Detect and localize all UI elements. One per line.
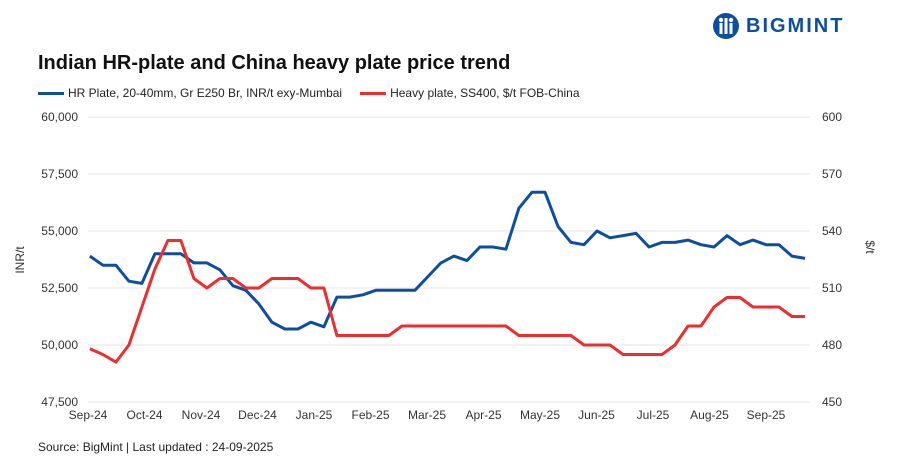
y-tick-label: 50,000 xyxy=(41,338,78,352)
legend-swatch xyxy=(360,92,387,96)
x-tick-label: Dec-24 xyxy=(238,408,277,422)
x-tick-label: Jun-25 xyxy=(578,408,615,422)
x-tick-label: Jul-25 xyxy=(637,408,670,422)
source-note: Source: BigMint | Last updated : 24-09-2… xyxy=(38,440,274,454)
legend-item-heavy-plate[interactable]: Heavy plate, SS400, $/t FOB-China xyxy=(360,86,580,100)
y2-tick-label: 570 xyxy=(822,167,842,181)
logo-icon xyxy=(713,13,739,39)
legend-label: Heavy plate, SS400, $/t FOB-China xyxy=(390,86,580,100)
y-tick-label: 52,500 xyxy=(41,281,78,295)
x-tick-label: Mar-25 xyxy=(408,408,446,422)
x-tick-label: Oct-24 xyxy=(126,408,162,422)
series-line-heavy-plate xyxy=(89,239,805,364)
y2-tick-label: 540 xyxy=(822,224,842,238)
chart-title: Indian HR-plate and China heavy plate pr… xyxy=(38,52,511,74)
logo-text: BIGMINT xyxy=(746,14,845,37)
y2-tick-label: 510 xyxy=(822,281,842,295)
y2-tick-label: 480 xyxy=(822,338,842,352)
y-tick-label: 57,500 xyxy=(41,167,78,181)
x-tick-label: Sep-24 xyxy=(69,408,108,422)
legend-swatch xyxy=(38,92,64,96)
y2-tick-label: 600 xyxy=(822,110,842,124)
x-tick-label: Apr-25 xyxy=(465,408,501,422)
y-tick-label: 55,000 xyxy=(41,224,78,238)
y2-axis-title: $/t xyxy=(863,240,877,254)
x-tick-label: Jan-25 xyxy=(296,408,333,422)
legend-label: HR Plate, 20-40mm, Gr E250 Br, INR/t exy… xyxy=(68,86,343,100)
x-tick-label: May-25 xyxy=(520,408,560,422)
y-tick-label: 60,000 xyxy=(41,110,78,124)
series-line-hr-plate xyxy=(89,190,806,331)
legend: HR Plate, 20-40mm, Gr E250 Br, INR/t exy… xyxy=(38,86,580,100)
x-tick-label: Sep-25 xyxy=(747,408,786,422)
x-tick-label: Nov-24 xyxy=(182,408,221,422)
legend-item-hr-plate[interactable]: HR Plate, 20-40mm, Gr E250 Br, INR/t exy… xyxy=(38,86,342,100)
y2-tick-label: 450 xyxy=(822,395,842,409)
bigmint-logo: BIGMINT xyxy=(712,12,844,40)
y-axis-title: INR/t xyxy=(13,246,27,274)
x-tick-label: Aug-25 xyxy=(690,408,729,422)
y-tick-label: 47,500 xyxy=(41,395,78,409)
x-tick-label: Feb-25 xyxy=(351,408,389,422)
